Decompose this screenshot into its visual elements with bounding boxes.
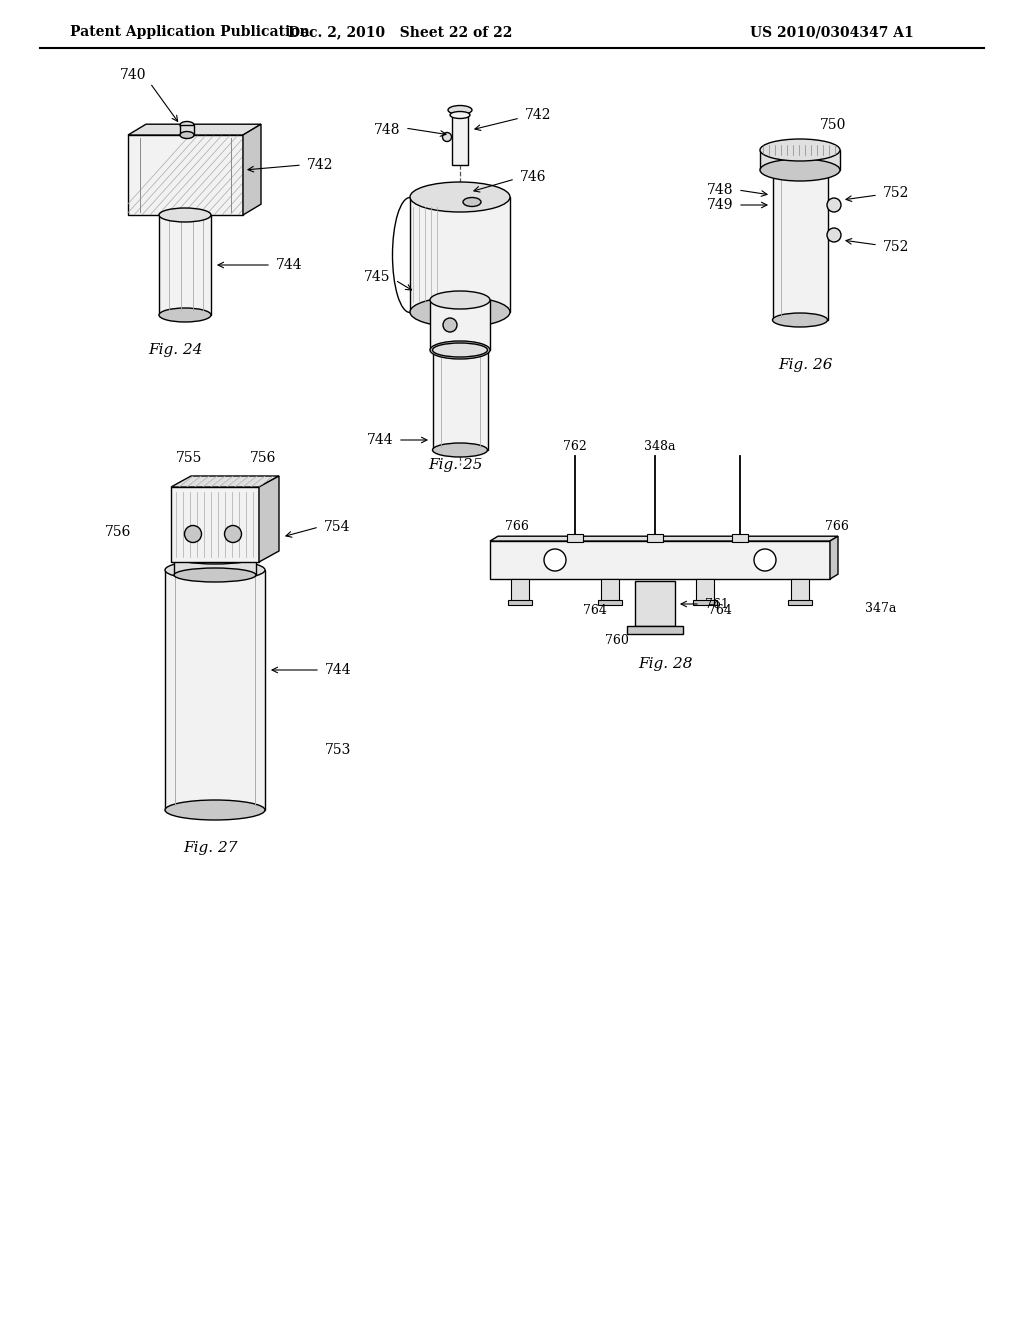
Bar <box>732 533 748 541</box>
Ellipse shape <box>827 228 841 242</box>
Text: 749: 749 <box>707 198 733 213</box>
Ellipse shape <box>430 341 490 359</box>
Bar <box>430 300 490 350</box>
Text: Fig. 24: Fig. 24 <box>147 343 203 356</box>
Polygon shape <box>830 536 838 579</box>
Text: 752: 752 <box>883 186 909 201</box>
Text: US 2010/0304347 A1: US 2010/0304347 A1 <box>750 25 913 40</box>
Bar <box>601 579 618 601</box>
Ellipse shape <box>165 800 265 820</box>
Text: Fig. 28: Fig. 28 <box>638 657 692 671</box>
Text: 760: 760 <box>605 635 629 648</box>
Ellipse shape <box>450 111 470 119</box>
Bar <box>128 135 243 215</box>
Text: 742: 742 <box>307 158 334 172</box>
Bar <box>165 570 265 810</box>
Ellipse shape <box>449 106 472 115</box>
Polygon shape <box>243 124 261 215</box>
Bar <box>452 110 468 165</box>
Bar <box>788 601 812 605</box>
Ellipse shape <box>159 308 211 322</box>
Text: 744: 744 <box>367 433 393 447</box>
Bar <box>760 150 840 170</box>
Bar <box>171 487 259 562</box>
Ellipse shape <box>760 158 840 181</box>
Bar <box>567 533 583 541</box>
Ellipse shape <box>174 568 256 582</box>
Text: 347a: 347a <box>865 602 896 615</box>
Text: Dec. 2, 2010   Sheet 22 of 22: Dec. 2, 2010 Sheet 22 of 22 <box>288 25 512 40</box>
Bar <box>773 170 828 319</box>
Text: 755: 755 <box>176 451 203 465</box>
Ellipse shape <box>432 343 487 356</box>
Text: 748: 748 <box>707 183 733 197</box>
Ellipse shape <box>410 182 510 213</box>
Ellipse shape <box>754 549 776 572</box>
Ellipse shape <box>430 290 490 309</box>
Text: 753: 753 <box>325 743 351 756</box>
Bar <box>159 215 211 315</box>
Bar <box>693 601 717 605</box>
Text: 756: 756 <box>104 525 131 539</box>
Text: 742: 742 <box>525 108 552 121</box>
Ellipse shape <box>410 297 510 327</box>
Bar <box>508 601 532 605</box>
Text: 744: 744 <box>325 663 351 677</box>
Text: 762: 762 <box>563 440 587 453</box>
Text: 748: 748 <box>374 123 400 137</box>
Bar <box>635 581 675 626</box>
Text: 744: 744 <box>276 257 303 272</box>
Ellipse shape <box>174 550 256 564</box>
Text: 752: 752 <box>883 240 909 253</box>
Bar <box>410 197 510 312</box>
Ellipse shape <box>184 525 202 543</box>
Text: 756: 756 <box>250 451 276 465</box>
Ellipse shape <box>772 162 827 177</box>
Ellipse shape <box>443 318 457 333</box>
Ellipse shape <box>772 313 827 327</box>
Bar <box>791 579 809 601</box>
Text: 761: 761 <box>705 598 729 610</box>
Text: Fig. 25: Fig. 25 <box>428 458 482 473</box>
Text: 754: 754 <box>324 520 350 535</box>
Bar <box>174 557 256 576</box>
Text: 766: 766 <box>825 520 849 532</box>
Bar <box>490 541 830 579</box>
Ellipse shape <box>544 549 566 572</box>
Ellipse shape <box>827 198 841 213</box>
Bar <box>511 579 529 601</box>
Ellipse shape <box>432 444 487 457</box>
Text: Fig. 27: Fig. 27 <box>182 841 238 855</box>
Ellipse shape <box>463 198 481 206</box>
Ellipse shape <box>180 121 194 128</box>
Bar <box>627 626 683 634</box>
Ellipse shape <box>165 560 265 579</box>
Bar <box>433 350 488 450</box>
Text: 766: 766 <box>505 520 528 532</box>
Ellipse shape <box>180 132 194 139</box>
Text: 348a: 348a <box>644 440 676 453</box>
Text: 764: 764 <box>708 605 732 618</box>
Polygon shape <box>171 477 279 487</box>
Polygon shape <box>259 477 279 562</box>
Bar <box>696 579 714 601</box>
Text: 746: 746 <box>520 170 547 183</box>
Ellipse shape <box>224 525 242 543</box>
Text: Fig. 26: Fig. 26 <box>778 358 833 372</box>
Bar <box>598 601 622 605</box>
Polygon shape <box>128 124 261 135</box>
Bar <box>647 533 663 541</box>
Ellipse shape <box>159 209 211 222</box>
Text: 740: 740 <box>120 69 146 82</box>
Ellipse shape <box>442 132 452 141</box>
Text: 745: 745 <box>364 271 390 284</box>
Ellipse shape <box>760 139 840 161</box>
Text: Patent Application Publication: Patent Application Publication <box>70 25 309 40</box>
Polygon shape <box>490 536 838 541</box>
Text: 750: 750 <box>820 117 847 132</box>
Bar <box>180 125 194 135</box>
Text: 764: 764 <box>583 605 607 618</box>
